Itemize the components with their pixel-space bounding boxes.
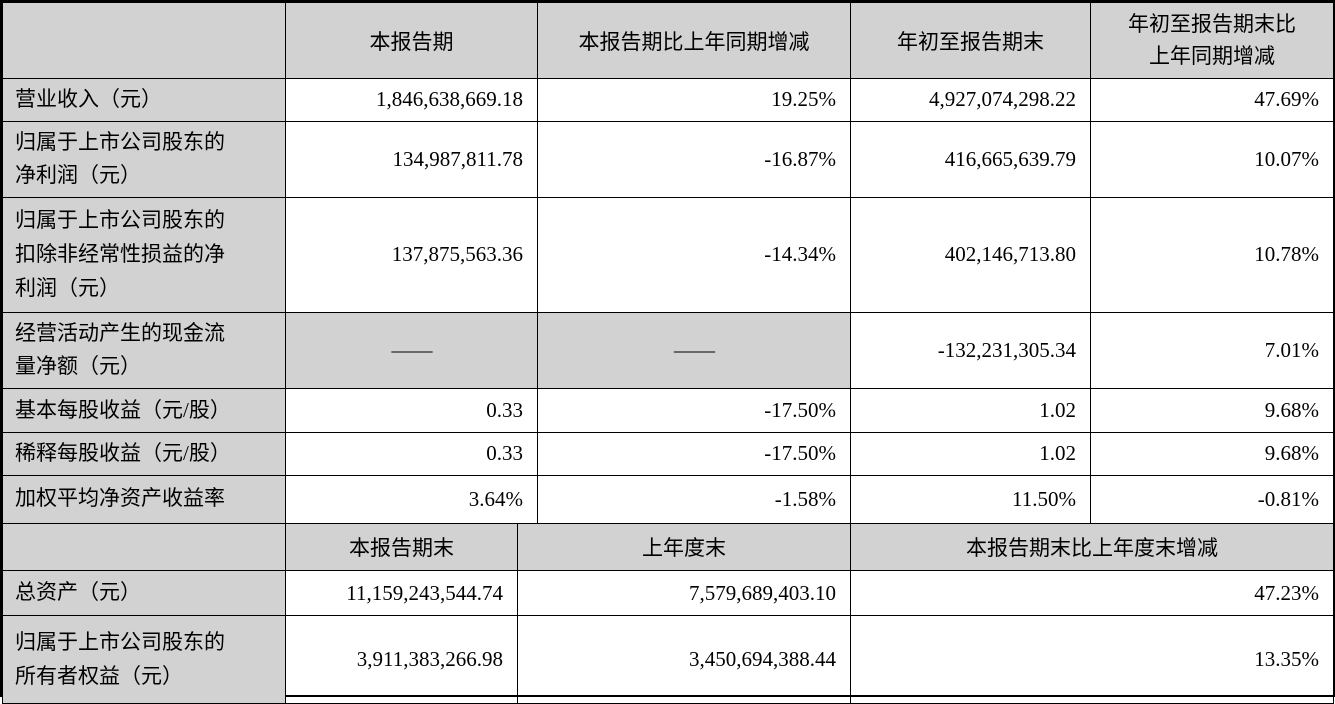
value-cell: 13.35% [850,615,1334,704]
value-cell: 134,987,811.78 [285,120,538,198]
value-cell: 11.50% [850,474,1091,524]
row-label: 加权平均净资产收益率 [2,474,286,524]
table-row-revenue: 营业收入（元） 1,846,638,669.18 19.25% 4,927,07… [2,78,1334,122]
value-cell: 4,927,074,298.22 [850,78,1091,122]
value-cell: 7,579,689,403.10 [517,570,851,617]
col-header-prior-year-end: 上年度末 [517,523,851,572]
table-row-shareholders-equity: 归属于上市公司股东的 所有者权益（元） 3,911,383,266.98 3,4… [2,615,1334,704]
value-cell-dash: —— [285,311,538,389]
value-cell: 3,450,694,388.44 [517,615,851,704]
value-cell: 3,911,383,266.98 [285,615,518,704]
value-cell: -16.87% [537,120,851,198]
value-cell: -0.81% [1090,474,1334,524]
quarterly-results-table: 本报告期 本报告期比上年同期增减 年初至报告期末 年初至报告期末比 上年同期增减… [2,2,1334,524]
value-cell: 10.78% [1090,196,1334,313]
col-header-ytd-yoy-change: 年初至报告期末比 上年同期增减 [1090,2,1334,79]
value-cell: -14.34% [537,196,851,313]
value-cell: 7.01% [1090,311,1334,389]
value-cell: -132,231,305.34 [850,311,1091,389]
value-cell: 47.23% [850,570,1334,617]
value-cell: 9.68% [1090,431,1334,476]
value-cell: 1.02 [850,431,1091,476]
value-cell: -1.58% [537,474,851,524]
value-cell: 1,846,638,669.18 [285,78,538,122]
value-cell: 1.02 [850,387,1091,433]
value-cell: 19.25% [537,78,851,122]
row-label: 归属于上市公司股东的 所有者权益（元） [2,615,286,704]
row-label: 稀释每股收益（元/股） [2,431,286,476]
col-header-period-end: 本报告期末 [285,523,518,572]
table-row-net-profit: 归属于上市公司股东的 净利润（元） 134,987,811.78 -16.87%… [2,120,1334,198]
col-header-ytd: 年初至报告期末 [850,2,1091,79]
row-label: 总资产（元） [2,570,286,617]
value-cell: -17.50% [537,387,851,433]
value-cell-dash: —— [537,311,851,389]
value-cell: 11,159,243,544.74 [285,570,518,617]
col-header-yoy-change: 本报告期比上年同期增减 [537,2,851,79]
row-label: 归属于上市公司股东的 净利润（元） [2,120,286,198]
value-cell: -17.50% [537,431,851,476]
row-label: 基本每股收益（元/股） [2,387,286,433]
corner-cell [2,2,286,79]
header-row-period-end: 本报告期末 上年度末 本报告期末比上年度末增减 [2,523,1334,572]
row-label: 营业收入（元） [2,78,286,122]
table-row-operating-cash-flow: 经营活动产生的现金流 量净额（元） —— —— -132,231,305.34 … [2,311,1334,389]
value-cell: 47.69% [1090,78,1334,122]
col-header-current-period: 本报告期 [285,2,538,79]
period-end-table: 本报告期末 上年度末 本报告期末比上年度末增减 总资产（元） 11,159,24… [2,523,1334,704]
value-cell: 0.33 [285,387,538,433]
value-cell: 402,146,713.80 [850,196,1091,313]
value-cell: 9.68% [1090,387,1334,433]
table-row-total-assets: 总资产（元） 11,159,243,544.74 7,579,689,403.1… [2,570,1334,617]
table-row-weighted-avg-roe: 加权平均净资产收益率 3.64% -1.58% 11.50% -0.81% [2,474,1334,524]
value-cell: 137,875,563.36 [285,196,538,313]
row-label: 归属于上市公司股东的 扣除非经常性损益的净 利润（元） [2,196,286,313]
table-row-basic-eps: 基本每股收益（元/股） 0.33 -17.50% 1.02 9.68% [2,387,1334,433]
value-cell: 416,665,639.79 [850,120,1091,198]
corner-cell [2,523,286,572]
table-row-diluted-eps: 稀释每股收益（元/股） 0.33 -17.50% 1.02 9.68% [2,431,1334,476]
value-cell: 10.07% [1090,120,1334,198]
value-cell: 3.64% [285,474,538,524]
table-row-net-profit-excl-nonrecurring: 归属于上市公司股东的 扣除非经常性损益的净 利润（元） 137,875,563.… [2,196,1334,313]
col-header-change-vs-prior-year-end: 本报告期末比上年度末增减 [850,523,1334,572]
value-cell: 0.33 [285,431,538,476]
header-row: 本报告期 本报告期比上年同期增减 年初至报告期末 年初至报告期末比 上年同期增减 [2,2,1334,79]
row-label: 经营活动产生的现金流 量净额（元） [2,311,286,389]
